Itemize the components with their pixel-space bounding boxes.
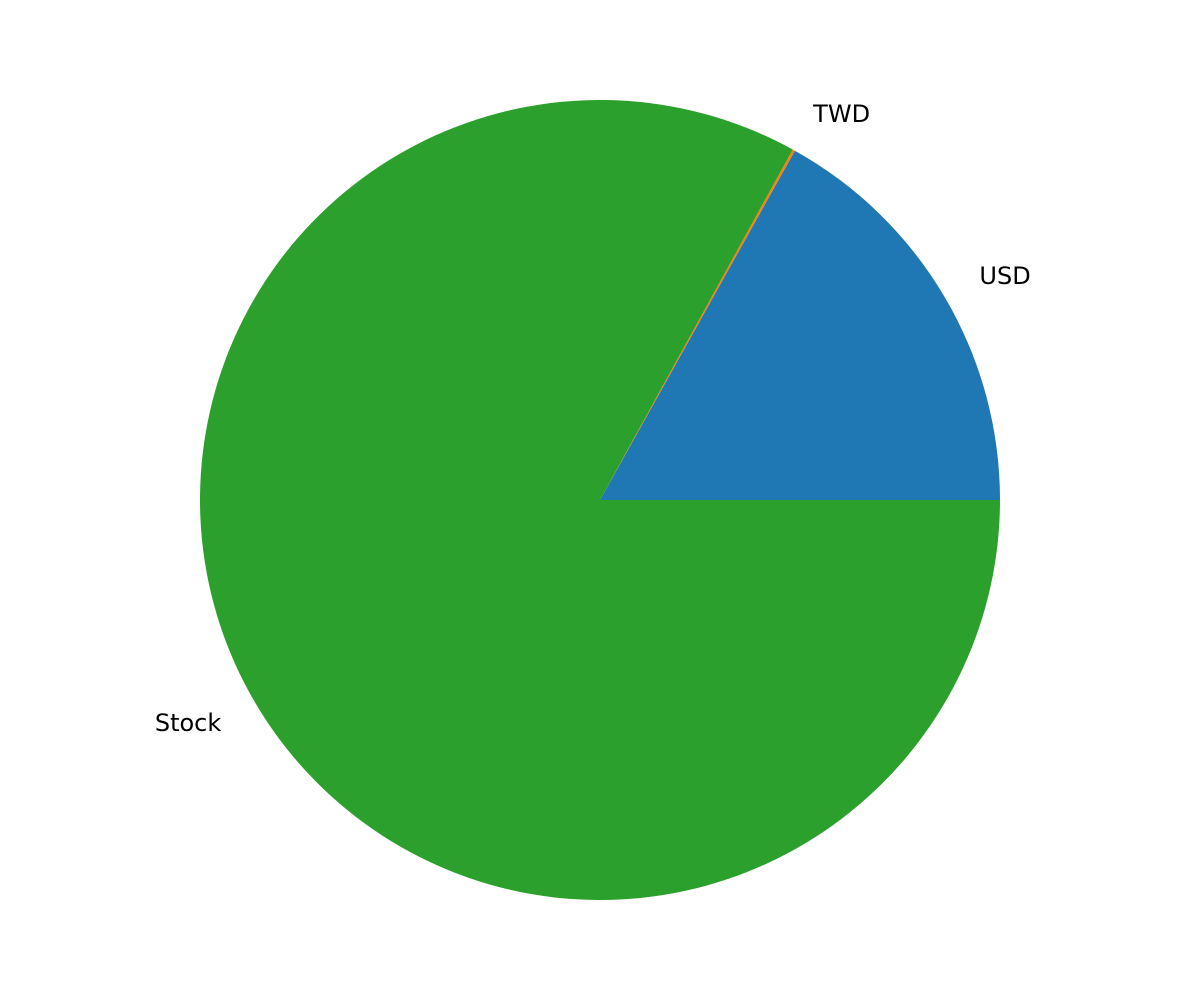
pie-label-usd: USD — [979, 262, 1030, 290]
pie-slice-twd — [600, 149, 795, 500]
pie-slice-stock — [199, 99, 1000, 900]
pie-label-twd: TWD — [812, 100, 870, 128]
pie-slices — [199, 99, 1000, 900]
pie-labels: USD TWD Stock — [155, 100, 1031, 737]
pie-label-stock: Stock — [155, 709, 222, 737]
pie-slice-usd — [600, 150, 1000, 501]
